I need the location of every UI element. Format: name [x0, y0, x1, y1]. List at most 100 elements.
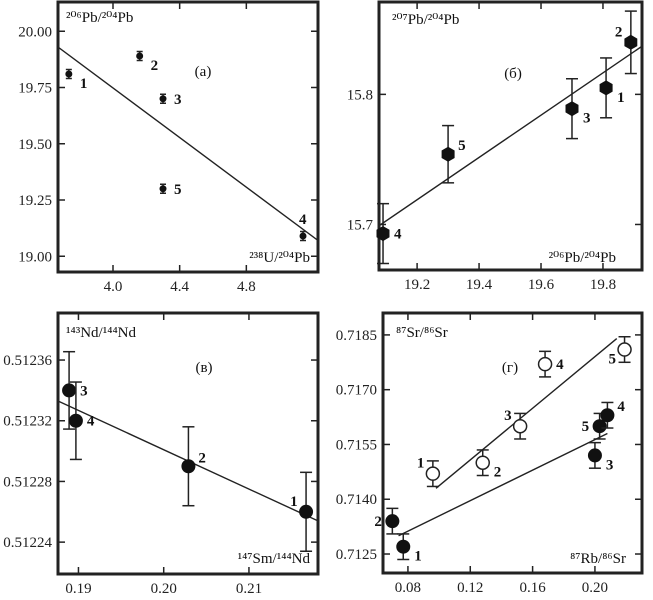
- data-point: [441, 146, 455, 162]
- point-label: 5: [609, 352, 617, 368]
- y-tick-label: 15.8: [347, 87, 373, 103]
- point-label: 5: [174, 182, 182, 198]
- point-label: 1: [417, 456, 425, 472]
- point-label: 4: [394, 227, 402, 243]
- y-tick-label: 0.7155: [336, 437, 377, 453]
- y-axis-title: ²⁰⁷Pb/²⁰⁴Pb: [392, 12, 459, 28]
- x-tick-label: 0.08: [395, 580, 421, 596]
- y-tick-label: 0.51236: [3, 353, 52, 369]
- data-point: [159, 185, 167, 193]
- data-point: [68, 413, 83, 428]
- point-label: 4: [87, 414, 95, 430]
- data-point: [385, 514, 400, 529]
- point-label: 3: [80, 383, 88, 399]
- point-label: 1: [290, 494, 298, 510]
- point-label: 2: [198, 450, 206, 466]
- point-label: 3: [504, 408, 512, 424]
- point-label: 5: [458, 138, 466, 154]
- panel-label: (б): [504, 66, 522, 82]
- data-point: [159, 95, 167, 103]
- y-tick-label: 19.75: [18, 81, 52, 97]
- x-tick-label: 19.4: [466, 277, 493, 293]
- x-tick-label: 0.20: [582, 580, 608, 596]
- panel-1: 4.0 4.4 4.8 19.00 19.25 19.50 19.75 20.00 ²⁰⁶Pb/…: [18, 0, 320, 295]
- series-samples: 1 2 3 5 4: [65, 50, 307, 242]
- x-tick-label: 0.21: [236, 581, 262, 597]
- y-axis-title: ¹⁴³Nd/¹⁴⁴Nd: [66, 325, 137, 341]
- point-label: 4: [556, 357, 564, 373]
- y-tick-label: 19.25: [18, 193, 52, 209]
- panel-label: (a): [195, 64, 212, 80]
- x-tick-label: 19.8: [590, 277, 616, 293]
- data-point: [624, 34, 638, 50]
- fit-line: [435, 338, 618, 489]
- x-tick-label: 19.2: [404, 277, 430, 293]
- data-point: [136, 52, 144, 60]
- point-label: 2: [151, 58, 159, 74]
- y-axis-title: ⁸⁷Sr/⁸⁶Sr: [396, 325, 448, 341]
- x-tick-label: 19.6: [528, 277, 555, 293]
- y-tick-label: 15.7: [347, 217, 374, 233]
- x-tick-label: 4.8: [237, 279, 256, 295]
- point-label: 3: [606, 457, 614, 473]
- data-point: [62, 383, 77, 398]
- fit-line: [379, 45, 642, 227]
- x-axis-title: ⁸⁷Rb/⁸⁶Sr: [570, 551, 626, 567]
- y-tick-label: 0.51224: [3, 535, 52, 551]
- data-point: [587, 448, 602, 463]
- panel-3: 0.19 0.20 0.21 0.51224 0.51228 0.51232 0.51236…: [3, 311, 320, 597]
- data-point: [181, 459, 196, 474]
- plot-frame: [56, 311, 320, 576]
- data-point: [376, 226, 390, 242]
- point-label: 1: [414, 549, 422, 565]
- panel-4: 0.08 0.12 0.16 0.20 0.7125 0.7140 0.7155 0.7170…: [336, 311, 644, 596]
- data-point: [592, 419, 607, 434]
- y-tick-label: 0.7185: [336, 328, 377, 344]
- y-tick-label: 0.7170: [336, 383, 377, 399]
- data-point: [599, 80, 613, 96]
- y-tick-label: 20.00: [18, 24, 52, 40]
- x-tick-label: 4.0: [104, 279, 123, 295]
- x-axis-title: ²³⁸U/²⁰⁴Pb: [249, 250, 310, 266]
- point-label: 3: [583, 111, 591, 127]
- point-label: 1: [617, 90, 625, 106]
- data-point: [565, 101, 579, 117]
- series-filled: 2 1 3 5 4: [374, 399, 625, 564]
- x-tick-label: 0.19: [65, 581, 91, 597]
- x-tick-label: 0.12: [457, 580, 483, 596]
- data-point: [299, 232, 307, 240]
- data-point: [65, 70, 73, 78]
- data-point: [475, 455, 490, 470]
- y-tick-label: 0.51228: [3, 474, 52, 490]
- series-samples: 4 5 3 1 2: [376, 10, 638, 265]
- x-tick-label: 4.4: [170, 279, 189, 295]
- y-tick-label: 0.7140: [336, 492, 377, 508]
- series-open: 1 2 3 4 5: [417, 335, 632, 488]
- data-point: [617, 342, 632, 357]
- data-point: [396, 539, 411, 554]
- series-samples: 3 4 2 1: [62, 350, 314, 552]
- plot-frame: [56, 0, 320, 274]
- x-tick-label: 0.16: [519, 580, 546, 596]
- point-label: 4: [299, 212, 307, 228]
- y-tick-label: 19.50: [18, 137, 52, 153]
- x-axis-title: ¹⁴⁷Sm/¹⁴⁴Nd: [238, 551, 311, 567]
- point-label: 2: [374, 514, 382, 530]
- point-label: 1: [80, 76, 88, 92]
- x-tick-label: 0.20: [151, 581, 177, 597]
- point-label: 3: [174, 92, 182, 108]
- data-point: [600, 408, 615, 423]
- data-point: [512, 418, 528, 434]
- point-label: 5: [582, 419, 590, 435]
- y-axis-title: ²⁰⁶Pb/²⁰⁴Pb: [66, 10, 133, 26]
- plot-frame: [381, 311, 644, 575]
- plot-frame: [377, 0, 644, 272]
- data-point: [537, 356, 553, 372]
- data-point: [299, 504, 314, 519]
- y-tick-label: 0.51232: [3, 414, 52, 430]
- panel-label: (в): [195, 360, 212, 376]
- point-label: 2: [615, 24, 623, 40]
- panel-2: 19.2 19.4 19.6 19.8 15.7 15.8 ²⁰⁷Pb/²⁰⁴Pb ²⁰⁶Pb…: [347, 0, 644, 293]
- fit-line: [398, 432, 608, 537]
